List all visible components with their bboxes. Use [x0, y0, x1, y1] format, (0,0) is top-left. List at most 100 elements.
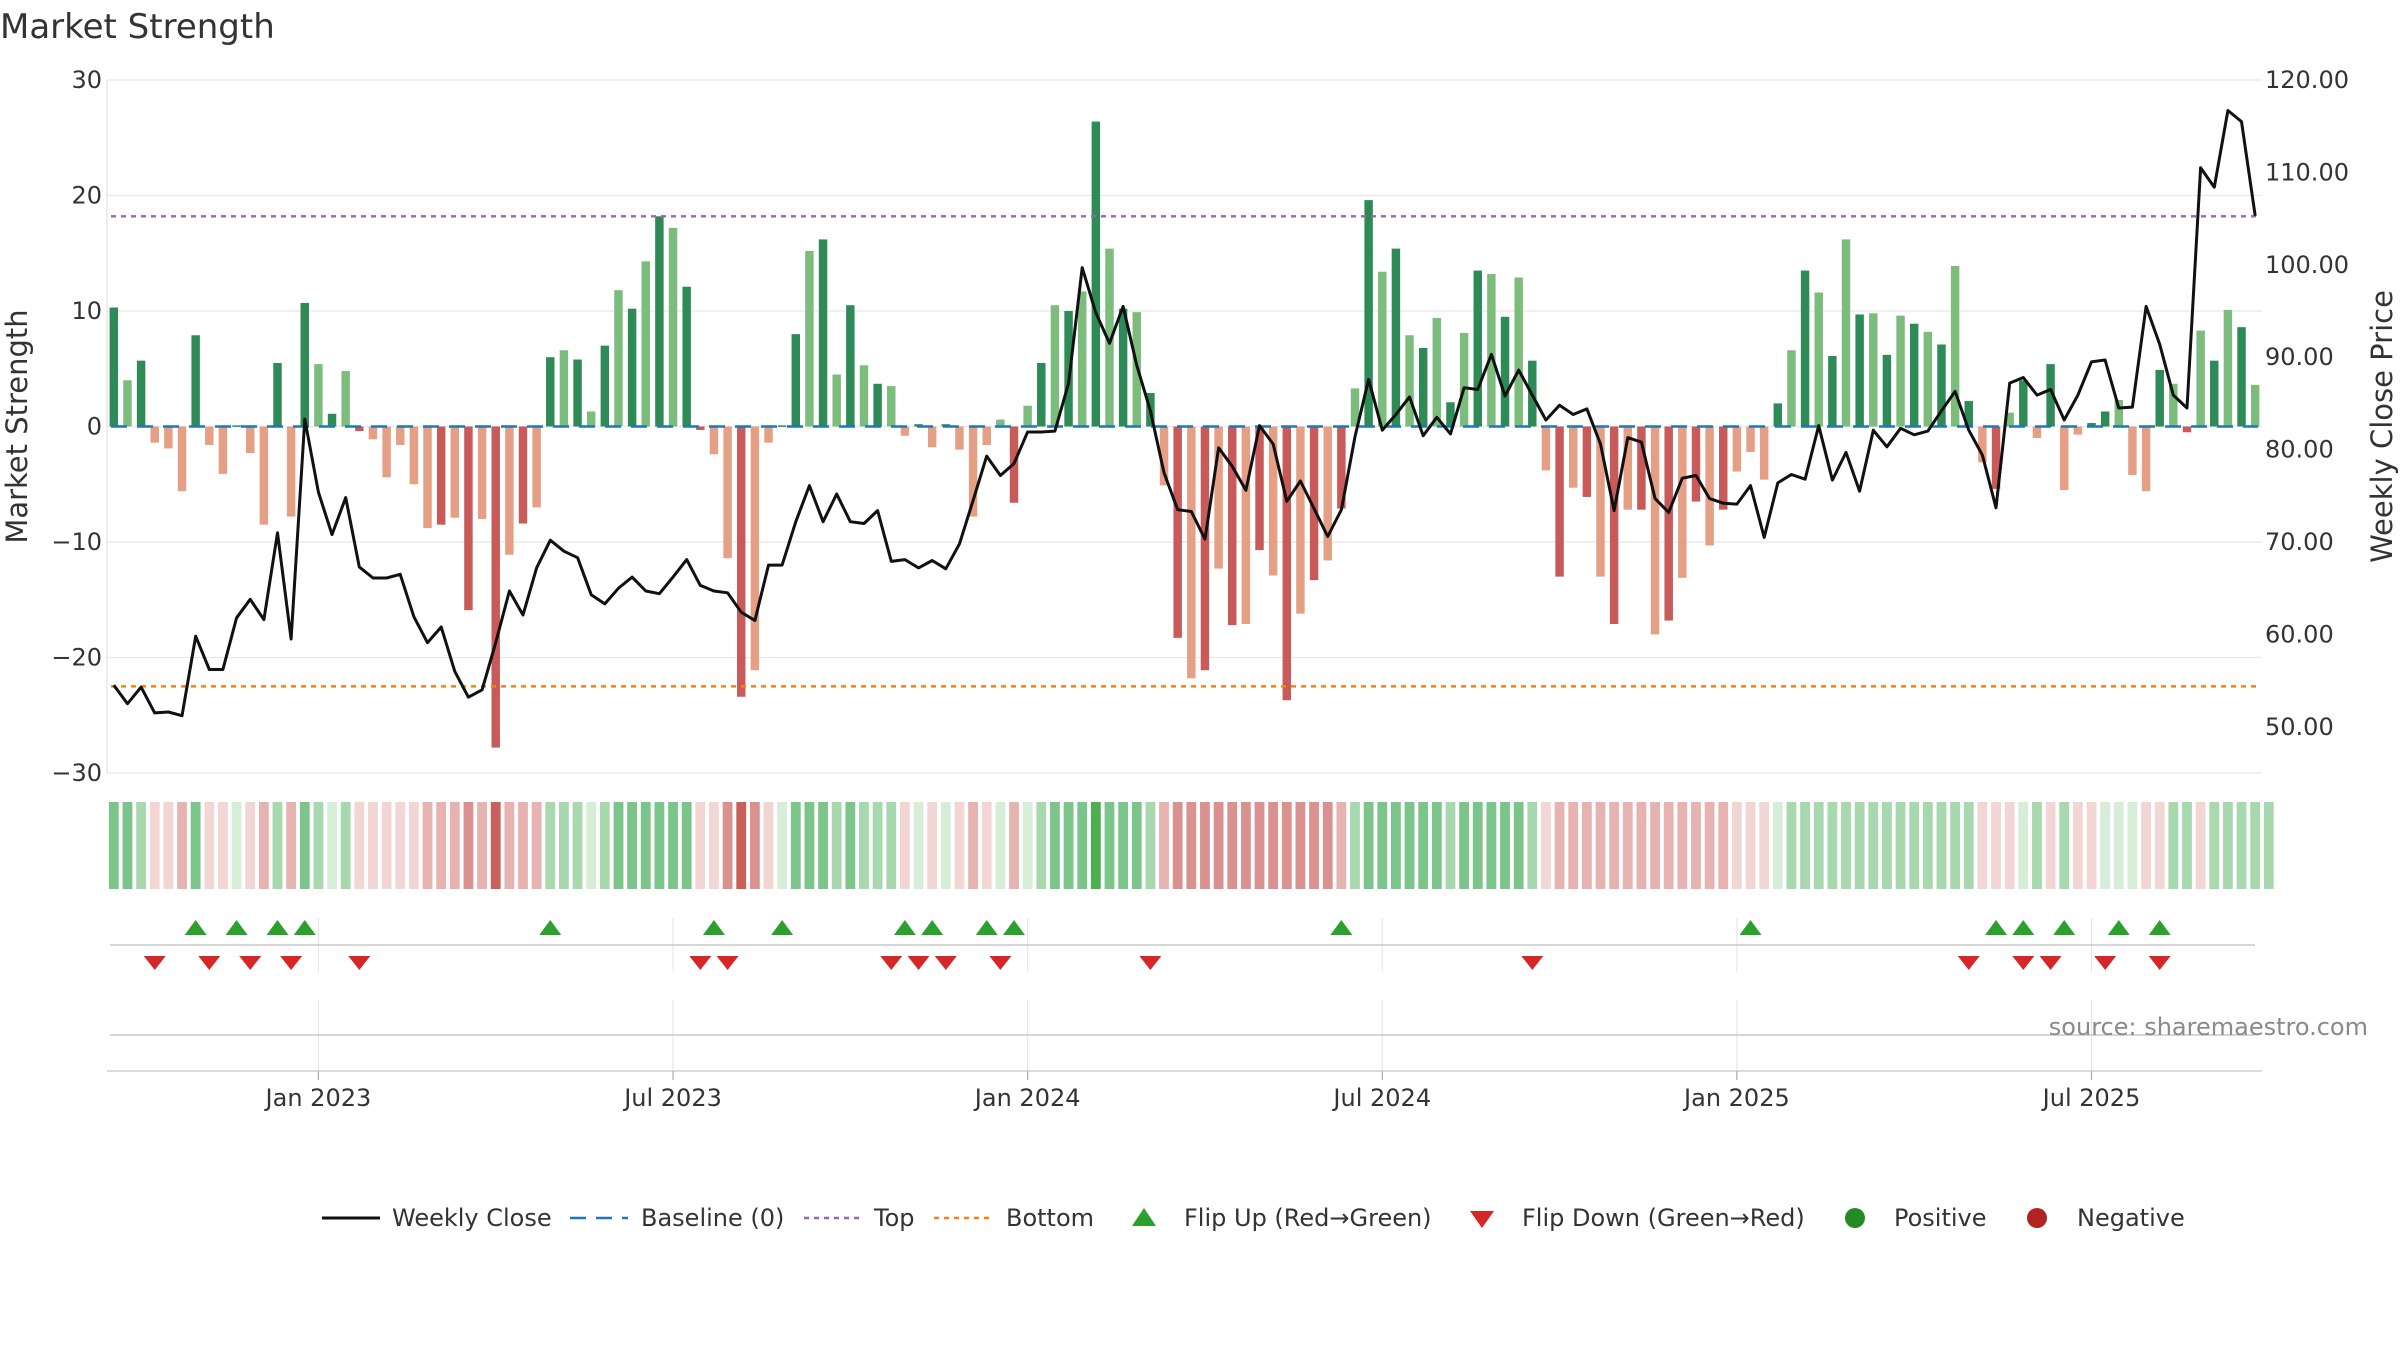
band-cell [1622, 802, 1633, 889]
strength-bar [1337, 426, 1346, 509]
band-cell [668, 802, 678, 889]
x-tick-label: Jan 2023 [264, 1084, 372, 1112]
strength-bar [1555, 426, 1564, 577]
strength-bar [1064, 311, 1073, 427]
strength-bar [1391, 248, 1401, 427]
band-cell [1609, 802, 1620, 889]
flip-down-marker [1521, 956, 1544, 970]
strength-bar [1678, 426, 1687, 578]
flip-up-marker [1330, 920, 1353, 935]
band-cell [1772, 802, 1783, 889]
flip-down-marker [2094, 956, 2117, 970]
band-cell [1595, 802, 1606, 889]
flip-up-marker [2107, 920, 2130, 935]
strength-bar [627, 308, 637, 427]
band-cell [395, 802, 406, 889]
band-cell [1131, 802, 1142, 889]
band-cell [1636, 802, 1647, 889]
band-cell [1172, 802, 1183, 889]
band-cell [518, 802, 528, 889]
strength-bar [900, 426, 910, 436]
strength-bar [123, 380, 132, 427]
band-cell [2086, 802, 2097, 889]
band-cell [736, 802, 747, 889]
y-axis-left-label: Market Strength [0, 309, 34, 543]
strength-bar [2046, 364, 2055, 427]
band-cell [954, 802, 965, 889]
strength-bar [1950, 265, 1960, 427]
strength-bar [1378, 271, 1387, 427]
strength-band [108, 802, 2274, 889]
y-axis-right-label: Weekly Close Price [2365, 290, 2399, 563]
flip-up-marker [1003, 920, 1026, 935]
flip-up-marker [771, 920, 794, 935]
band-cell [1513, 802, 1524, 889]
band-cell [340, 802, 351, 889]
band-cell [490, 802, 501, 889]
flip-down-marker [2012, 956, 2035, 970]
band-cell [313, 802, 324, 889]
band-cell [218, 802, 228, 889]
strength-bar [586, 411, 596, 427]
flip-down-marker [880, 956, 903, 970]
flip-up-marker [1739, 920, 1762, 935]
strength-bar [1296, 426, 1305, 614]
strength-bar [1105, 248, 1114, 427]
flip-up-marker [975, 920, 998, 935]
strength-bar [150, 426, 159, 443]
band-cell [1240, 802, 1251, 889]
strength-bar [723, 426, 732, 559]
strength-bar [2087, 423, 2096, 427]
strength-bar [2032, 426, 2042, 439]
left-tick-label: 20 [71, 182, 102, 210]
band-cell [1963, 802, 1974, 889]
band-cell [572, 802, 583, 889]
band-cell [190, 802, 201, 889]
strength-bar [1719, 426, 1728, 510]
flip-down-marker [2039, 956, 2062, 970]
band-cell [1650, 802, 1660, 889]
strength-bar [1596, 426, 1605, 577]
strength-bar [1623, 426, 1633, 510]
strength-bar [2210, 360, 2219, 427]
strength-bars [109, 121, 2260, 748]
right-tick-label: 60.00 [2265, 620, 2334, 648]
strength-bar [436, 426, 446, 525]
band-cell [2018, 802, 2029, 889]
strength-bar [1923, 331, 1933, 427]
band-cell [913, 802, 924, 889]
strength-bar [764, 426, 773, 443]
strength-bar [1268, 426, 1278, 576]
strength-bar [1869, 313, 1878, 427]
band-cell [327, 802, 337, 889]
strength-bar [1964, 401, 1973, 427]
right-tick-label: 80.00 [2265, 436, 2334, 464]
band-cell [231, 802, 242, 889]
strength-bar [491, 426, 500, 748]
band-cell [1063, 802, 1074, 889]
strength-bar [1459, 332, 1469, 427]
band-cell [2250, 802, 2261, 889]
legend-positive-label: Positive [1894, 1204, 1987, 1232]
strength-bar [477, 426, 487, 519]
flip-down-marker [348, 956, 371, 970]
strength-bar [1664, 426, 1673, 621]
band-cell [818, 802, 828, 889]
band-cell [1500, 802, 1510, 889]
strength-bar [927, 426, 937, 448]
band-cell [2059, 802, 2070, 889]
band-cell [2222, 802, 2233, 889]
strength-bar [1173, 426, 1182, 638]
band-cell [1159, 802, 1169, 889]
flip-down-marker [239, 956, 262, 970]
strength-bar [846, 305, 855, 427]
strength-bar [259, 426, 269, 525]
band-cell [1936, 802, 1947, 889]
weekly-close-line [112, 109, 2257, 718]
chart-title: Market Strength [0, 7, 275, 47]
strength-bar [2169, 383, 2178, 427]
band-cell [790, 802, 801, 889]
band-cell [586, 802, 597, 889]
strength-bar [1418, 347, 1428, 427]
